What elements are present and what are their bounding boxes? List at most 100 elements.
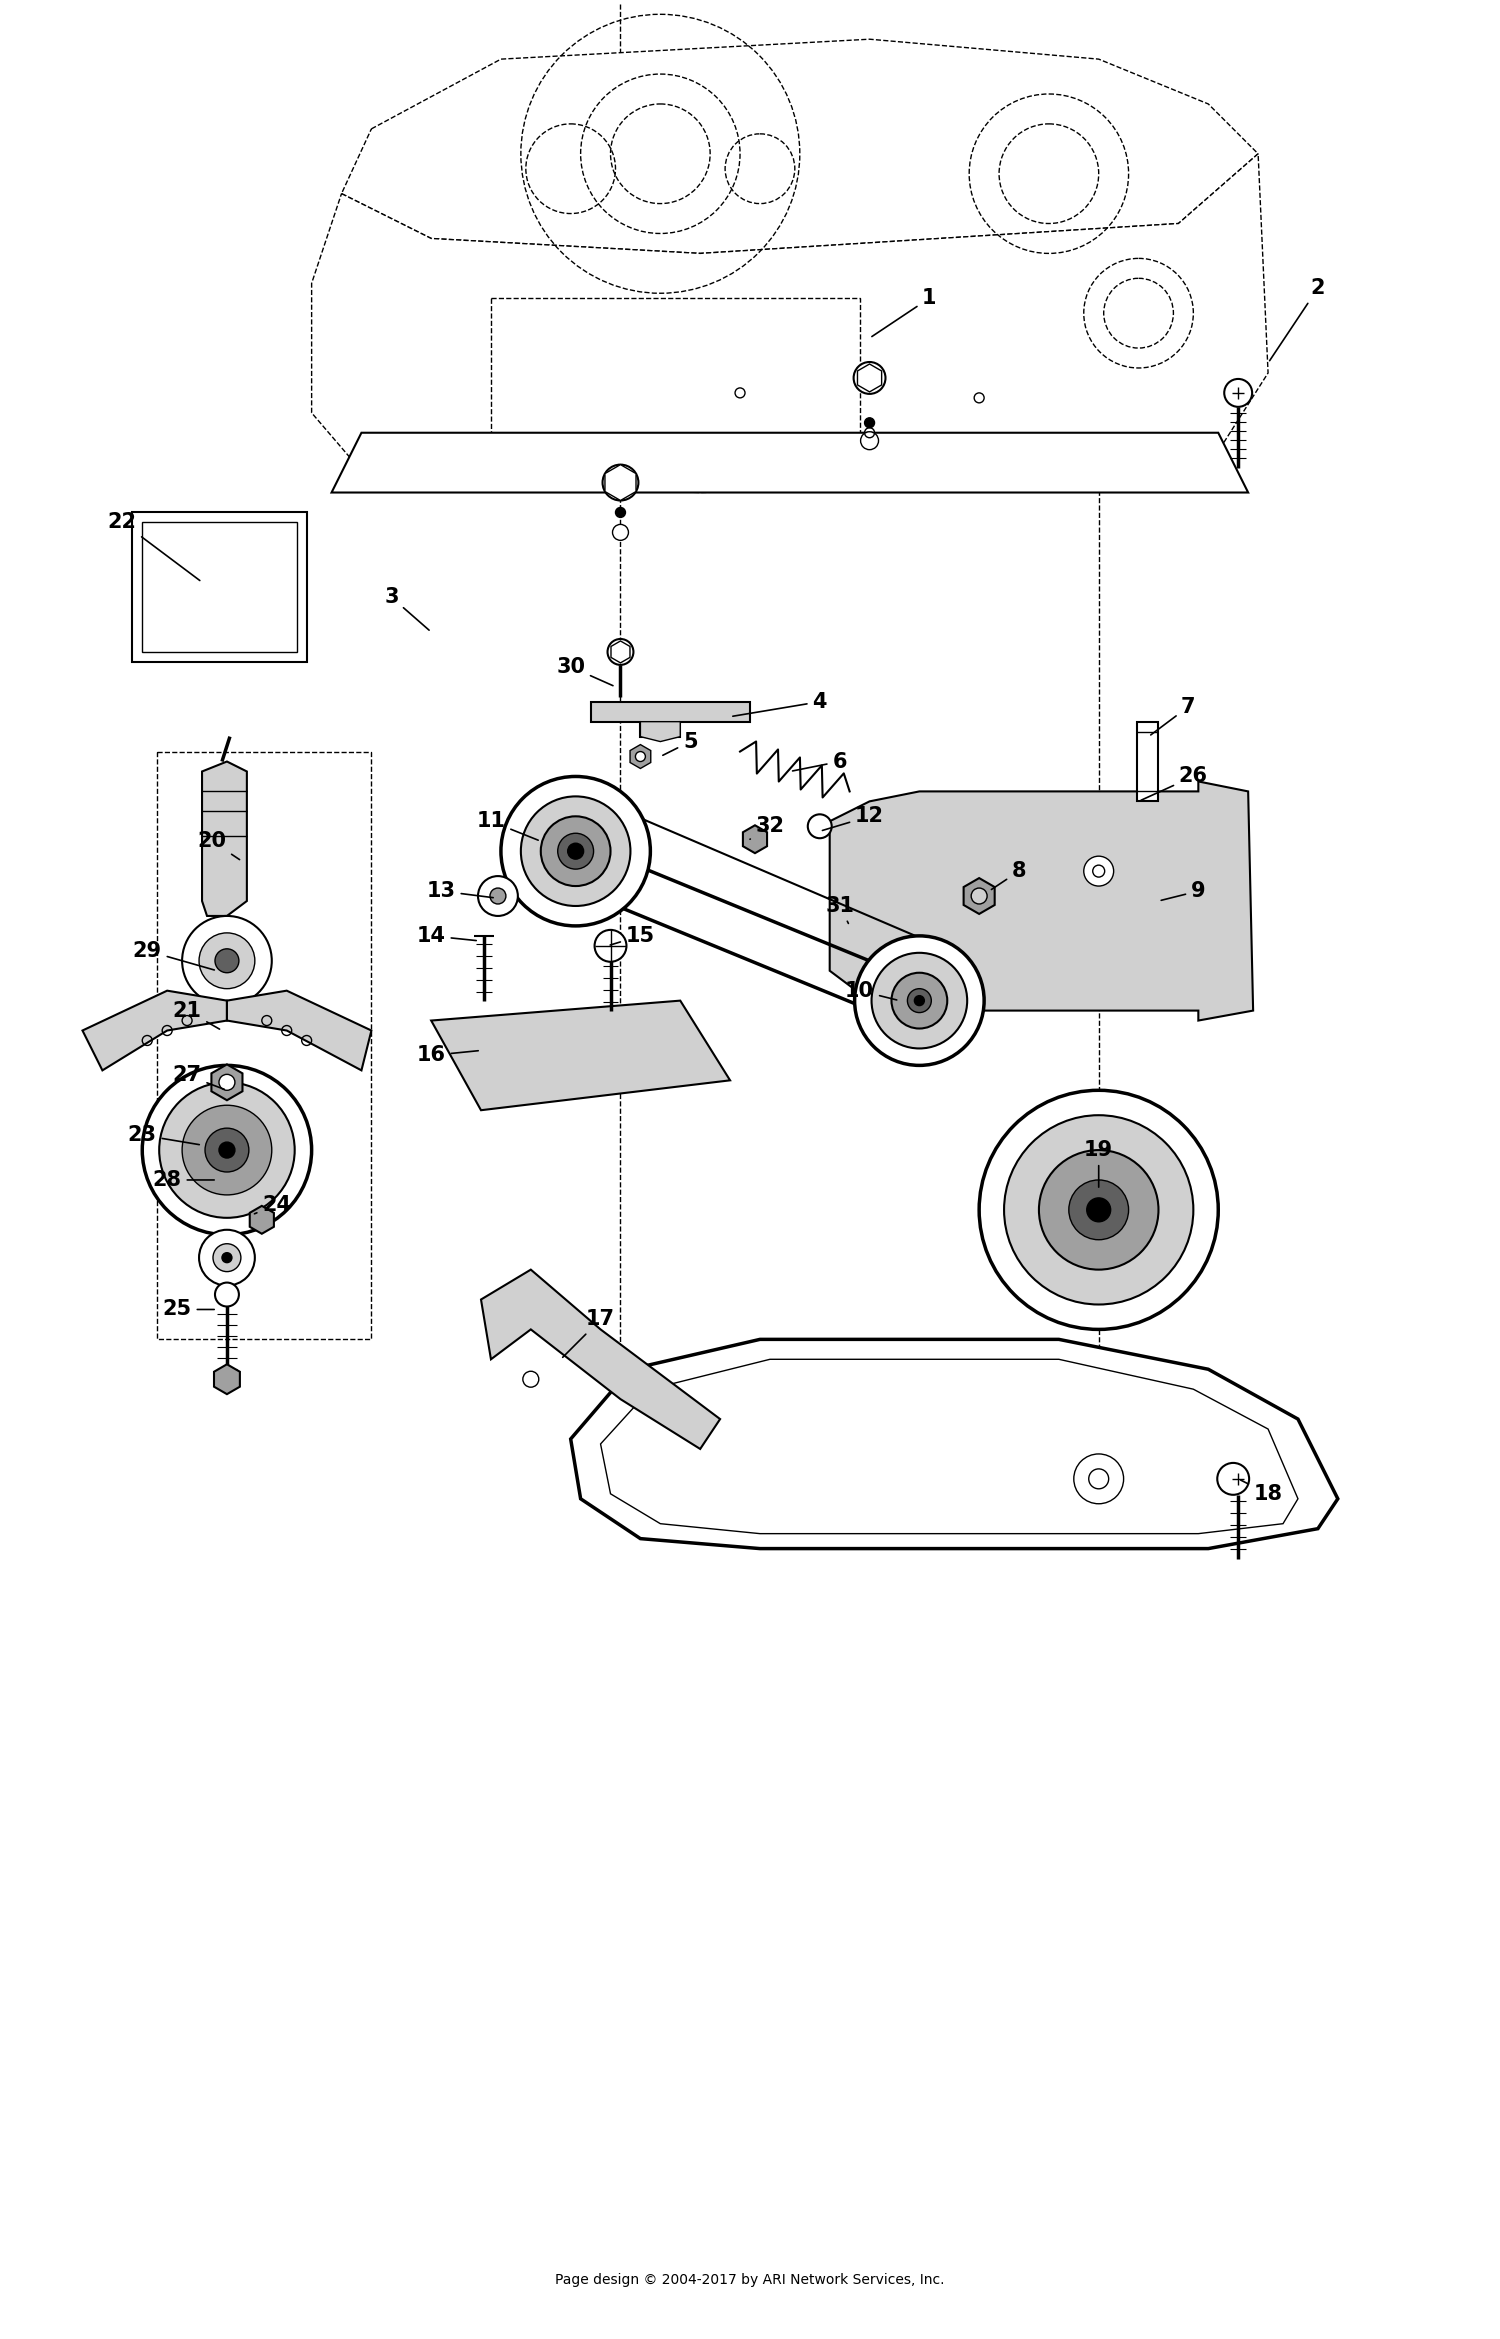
- Text: 22: 22: [108, 512, 200, 580]
- Circle shape: [200, 1230, 255, 1286]
- Circle shape: [524, 1371, 538, 1387]
- Circle shape: [861, 433, 879, 449]
- Circle shape: [891, 973, 948, 1029]
- Text: 25: 25: [162, 1300, 214, 1319]
- Circle shape: [980, 1090, 1218, 1329]
- Circle shape: [594, 931, 627, 961]
- Circle shape: [542, 816, 610, 886]
- Circle shape: [558, 833, 594, 870]
- Text: 13: 13: [426, 882, 494, 901]
- Bar: [132, 512, 306, 662]
- Text: 24: 24: [255, 1195, 291, 1214]
- Polygon shape: [332, 433, 1248, 494]
- Circle shape: [871, 952, 968, 1048]
- Circle shape: [1224, 379, 1252, 407]
- Circle shape: [567, 844, 584, 858]
- Circle shape: [142, 1064, 312, 1235]
- Circle shape: [1070, 1179, 1128, 1240]
- Circle shape: [864, 419, 874, 428]
- Circle shape: [615, 508, 626, 517]
- Circle shape: [159, 1083, 294, 1219]
- Circle shape: [908, 989, 932, 1013]
- Circle shape: [214, 950, 238, 973]
- Text: 28: 28: [153, 1170, 214, 1191]
- Polygon shape: [430, 1001, 730, 1111]
- Circle shape: [219, 1074, 236, 1090]
- Polygon shape: [214, 1364, 240, 1394]
- Circle shape: [970, 889, 987, 903]
- Bar: [1137, 723, 1158, 802]
- Polygon shape: [858, 365, 882, 393]
- Text: 31: 31: [825, 896, 854, 924]
- Text: 32: 32: [750, 816, 784, 840]
- Bar: [158, 751, 372, 1340]
- Circle shape: [612, 475, 628, 491]
- Circle shape: [1218, 1462, 1249, 1495]
- Bar: [142, 522, 297, 653]
- Text: 27: 27: [172, 1064, 225, 1090]
- Polygon shape: [82, 992, 226, 1071]
- Circle shape: [853, 363, 885, 393]
- Polygon shape: [830, 781, 1252, 1020]
- Circle shape: [808, 814, 831, 837]
- Text: 6: 6: [792, 751, 847, 772]
- Text: 11: 11: [477, 812, 538, 840]
- Text: 16: 16: [417, 1046, 478, 1067]
- Text: 17: 17: [562, 1310, 615, 1357]
- Circle shape: [636, 751, 645, 763]
- Circle shape: [1004, 1116, 1194, 1305]
- Polygon shape: [963, 877, 994, 915]
- Circle shape: [213, 1244, 242, 1272]
- Polygon shape: [604, 465, 636, 501]
- Text: 23: 23: [128, 1125, 200, 1146]
- Circle shape: [603, 465, 639, 501]
- Text: 21: 21: [172, 1001, 219, 1029]
- Text: Page design © 2004-2017 by ARI Network Services, Inc.: Page design © 2004-2017 by ARI Network S…: [555, 2274, 945, 2288]
- Text: 2: 2: [1269, 278, 1324, 360]
- Circle shape: [1040, 1151, 1158, 1270]
- Circle shape: [222, 1254, 232, 1263]
- Circle shape: [219, 1141, 236, 1158]
- Text: 8: 8: [992, 861, 1026, 889]
- Polygon shape: [742, 826, 766, 854]
- Text: 20: 20: [198, 830, 240, 861]
- Circle shape: [182, 917, 272, 1006]
- Polygon shape: [640, 723, 681, 741]
- Polygon shape: [610, 641, 630, 662]
- Text: 9: 9: [1161, 882, 1206, 901]
- Circle shape: [182, 1106, 272, 1195]
- Text: 18: 18: [1240, 1481, 1282, 1504]
- Text: 5: 5: [663, 732, 698, 755]
- Text: 3: 3: [384, 587, 429, 629]
- Circle shape: [206, 1127, 249, 1172]
- Text: 4: 4: [734, 692, 827, 716]
- Text: 10: 10: [844, 980, 897, 1001]
- Circle shape: [478, 877, 518, 917]
- Polygon shape: [570, 1340, 1338, 1548]
- Circle shape: [214, 1282, 238, 1308]
- Circle shape: [1074, 1455, 1124, 1504]
- Circle shape: [855, 936, 984, 1064]
- Text: 15: 15: [610, 926, 656, 945]
- Polygon shape: [482, 1270, 720, 1448]
- Polygon shape: [630, 744, 651, 770]
- Circle shape: [608, 639, 633, 664]
- Text: 14: 14: [417, 926, 476, 945]
- Polygon shape: [202, 763, 248, 917]
- Polygon shape: [226, 992, 372, 1071]
- Circle shape: [200, 933, 255, 989]
- Polygon shape: [312, 154, 1268, 494]
- Text: 30: 30: [556, 657, 614, 685]
- Bar: [490, 299, 859, 458]
- Circle shape: [612, 524, 628, 540]
- Polygon shape: [591, 702, 750, 737]
- Circle shape: [520, 795, 630, 905]
- Circle shape: [1092, 865, 1104, 877]
- Text: 19: 19: [1084, 1139, 1113, 1188]
- Circle shape: [1084, 856, 1113, 886]
- Polygon shape: [211, 1064, 243, 1099]
- Polygon shape: [342, 40, 1258, 253]
- Polygon shape: [249, 1207, 274, 1233]
- Circle shape: [915, 996, 924, 1006]
- Circle shape: [501, 777, 651, 926]
